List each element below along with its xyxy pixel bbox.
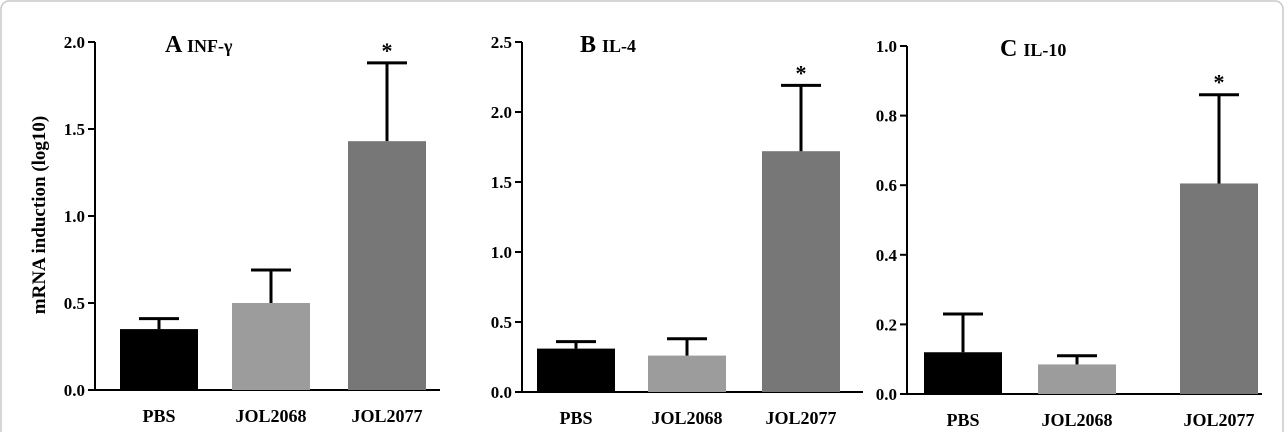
category-label-jol2077: JOL2077 xyxy=(1183,410,1254,430)
bar-jol2077 xyxy=(1180,183,1258,394)
bar-jol2068 xyxy=(232,303,310,390)
bar-jol2077 xyxy=(348,141,426,390)
y-axis-label: mRNA induction (log10) xyxy=(29,116,50,314)
bar-jol2077 xyxy=(762,151,840,392)
panels: 0.0 0.5 1.0 1.5 2.0 PBS JOL2068 * JOL2077 A INF-γ… xyxy=(64,32,1262,430)
category-label-pbs: PBS xyxy=(559,408,592,428)
significance-marker: * xyxy=(1214,70,1225,95)
y-tick-label: 0.6 xyxy=(876,176,897,195)
y-tick-label: 0.0 xyxy=(876,385,897,404)
bar-jol2068 xyxy=(648,355,726,392)
category-label-jol2068: JOL2068 xyxy=(1041,410,1112,430)
panel-cytokine: IL-10 xyxy=(1023,40,1066,60)
panel-letter: B xyxy=(580,32,602,58)
y-tick-label: 1.5 xyxy=(491,173,512,192)
panel-title: C IL-10 xyxy=(1000,36,1066,62)
y-tick-label: 1.0 xyxy=(491,243,512,262)
panel-letter: A xyxy=(165,32,187,58)
panel-c: 0.0 0.2 0.4 0.6 0.8 1.0 PBS JOL2068 * JOL2077 C IL… xyxy=(876,36,1262,430)
panel-b: 0.0 0.5 1.0 1.5 2.0 2.5 PBS JOL2068 * JOL2077 B IL… xyxy=(491,32,863,428)
y-tick-label: 0.8 xyxy=(876,107,897,126)
panel-cytokine: INF-γ xyxy=(187,36,233,56)
bar-pbs xyxy=(120,329,198,390)
panel-cytokine: IL-4 xyxy=(602,36,636,56)
y-tick-label: 1.5 xyxy=(64,120,85,139)
y-tick-label: 1.0 xyxy=(64,207,85,226)
y-tick-label: 0.5 xyxy=(491,313,512,332)
significance-marker: * xyxy=(796,60,807,85)
panel-title: B IL-4 xyxy=(580,32,636,58)
significance-marker: * xyxy=(382,38,393,63)
y-tick-label: 2.0 xyxy=(491,103,512,122)
category-label-pbs: PBS xyxy=(946,410,979,430)
y-tick-label: 0.0 xyxy=(64,381,85,400)
bar-jol2068 xyxy=(1038,364,1116,394)
y-tick-label: 0.0 xyxy=(491,383,512,402)
panel-title: A INF-γ xyxy=(165,32,233,58)
bar-pbs xyxy=(537,348,615,392)
y-tick-label: 0.2 xyxy=(876,315,897,334)
bar-pbs xyxy=(924,352,1002,394)
category-label-jol2077: JOL2077 xyxy=(765,408,836,428)
category-label-pbs: PBS xyxy=(142,406,175,426)
panel-a: 0.0 0.5 1.0 1.5 2.0 PBS JOL2068 * JOL2077 A INF-γ xyxy=(64,32,440,426)
category-label-jol2068: JOL2068 xyxy=(651,408,722,428)
category-label-jol2077: JOL2077 xyxy=(351,406,422,426)
y-tick-label: 2.5 xyxy=(491,33,512,52)
y-tick-label: 0.4 xyxy=(876,246,898,265)
y-tick-label: 2.0 xyxy=(64,33,85,52)
y-tick-label: 1.0 xyxy=(876,37,897,56)
panel-letter: C xyxy=(1000,36,1023,62)
y-tick-label: 0.5 xyxy=(64,294,85,313)
category-label-jol2068: JOL2068 xyxy=(235,406,306,426)
